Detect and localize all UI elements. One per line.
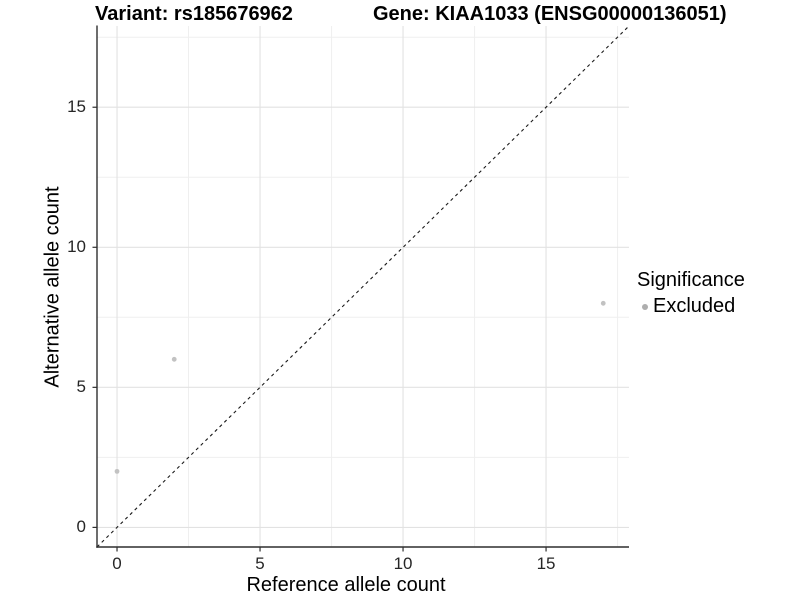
x-tick-label: 0: [112, 554, 122, 573]
x-tick-label: 15: [536, 554, 556, 573]
legend-item-excluded: Excluded: [637, 295, 745, 318]
gene-title: Gene: KIAA1033 (ENSG00000136051): [373, 3, 727, 25]
plot-panel: [92, 25, 630, 552]
identity-line: [96, 25, 630, 548]
x-axis-title: Reference allele count: [246, 574, 446, 596]
legend-point-icon: [642, 303, 648, 310]
variant-title: Variant: rs185676962: [95, 3, 293, 25]
x-tick-label: 5: [255, 554, 265, 573]
y-tick-label: 15: [67, 97, 86, 117]
x-tick-label: 10: [393, 554, 413, 573]
legend-title: Significance: [637, 269, 745, 291]
y-tick-label: 10: [67, 237, 86, 257]
y-axis-title: Alternative allele count: [41, 186, 64, 388]
legend: Significance Excluded: [637, 269, 745, 318]
data-point-excluded: [114, 468, 120, 474]
data-point-excluded: [171, 356, 177, 362]
scatter-plot-svg: [92, 25, 630, 552]
data-point-excluded: [600, 300, 606, 306]
legend-item-label: Excluded: [653, 295, 736, 317]
y-tick-label: 0: [76, 517, 86, 537]
y-tick-label: 5: [76, 377, 86, 397]
